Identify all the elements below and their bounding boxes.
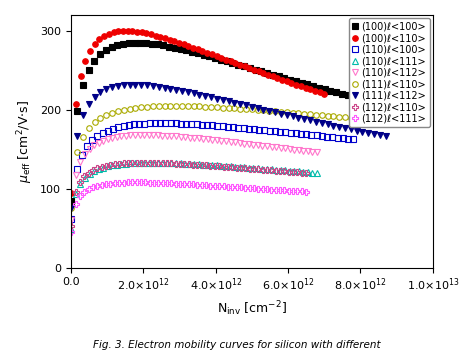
(100)ℓ<100> xyxy=(350,95,356,99)
(110)ℓ<112> xyxy=(96,141,101,145)
(111)ℓ<110> xyxy=(127,106,132,111)
(112)ℓ<110> xyxy=(69,224,74,228)
(112)ℓ<110> xyxy=(299,171,305,175)
(111)ℓ<112> xyxy=(191,91,196,95)
(112)ℓ<111> xyxy=(160,181,165,185)
(110)ℓ<112> xyxy=(114,135,120,139)
Legend: (100)ℓ<100>, (100)ℓ<110>, (110)ℓ<100>, (110)ℓ<111>, (110)ℓ<112>, (111)ℓ<110>, (1: (100)ℓ<100>, (100)ℓ<110>, (110)ℓ<100>, (… xyxy=(348,18,430,127)
(100)ℓ<100> xyxy=(374,101,379,105)
(111)ℓ<112> xyxy=(69,206,74,211)
(111)ℓ<110> xyxy=(383,119,389,123)
(100)ℓ<110> xyxy=(167,38,173,42)
Line: (112)ℓ<111>: (112)ℓ<111> xyxy=(69,180,309,235)
Line: (111)ℓ<110>: (111)ℓ<110> xyxy=(69,103,389,211)
(110)ℓ<111> xyxy=(114,162,120,167)
(100)ℓ<110> xyxy=(69,191,74,195)
(110)ℓ<111> xyxy=(69,227,74,231)
(111)ℓ<110> xyxy=(103,113,109,117)
(110)ℓ<111> xyxy=(310,170,315,175)
(110)ℓ<111> xyxy=(96,167,101,171)
(110)ℓ<112> xyxy=(164,134,170,138)
(110)ℓ<100> xyxy=(121,124,127,128)
(110)ℓ<112> xyxy=(314,150,320,154)
(100)ℓ<110> xyxy=(97,37,102,41)
(111)ℓ<112> xyxy=(383,134,389,139)
(111)ℓ<112> xyxy=(377,133,383,138)
(100)ℓ<110> xyxy=(115,29,121,33)
(111)ℓ<110> xyxy=(69,206,74,210)
(112)ℓ<111> xyxy=(69,230,74,234)
(100)ℓ<100> xyxy=(126,41,132,45)
(100)ℓ<110> xyxy=(317,90,322,94)
Line: (100)ℓ<110>: (100)ℓ<110> xyxy=(69,28,327,196)
(112)ℓ<111> xyxy=(299,189,305,194)
Line: (110)ℓ<112>: (110)ℓ<112> xyxy=(69,132,320,223)
(110)ℓ<111> xyxy=(292,169,297,173)
(111)ℓ<110> xyxy=(191,104,196,108)
(110)ℓ<100> xyxy=(324,134,330,139)
(112)ℓ<111> xyxy=(303,190,309,194)
(100)ℓ<100> xyxy=(103,48,109,52)
(100)ℓ<100> xyxy=(379,102,385,106)
(110)ℓ<111> xyxy=(314,171,320,175)
(112)ℓ<111> xyxy=(134,180,139,184)
(112)ℓ<111> xyxy=(112,181,118,185)
(100)ℓ<100> xyxy=(149,42,155,46)
Line: (110)ℓ<100>: (110)ℓ<100> xyxy=(69,120,356,222)
(100)ℓ<110> xyxy=(321,92,327,96)
(112)ℓ<110> xyxy=(125,161,131,165)
(110)ℓ<100> xyxy=(345,136,351,141)
(100)ℓ<110> xyxy=(125,29,130,33)
Line: (110)ℓ<111>: (110)ℓ<111> xyxy=(69,160,320,232)
(110)ℓ<111> xyxy=(164,161,170,165)
(110)ℓ<112> xyxy=(69,218,74,223)
(111)ℓ<112> xyxy=(103,87,109,91)
(111)ℓ<110> xyxy=(354,116,359,120)
(111)ℓ<112> xyxy=(127,82,132,86)
(100)ℓ<100> xyxy=(69,199,74,203)
(110)ℓ<100> xyxy=(69,217,74,221)
(112)ℓ<110> xyxy=(95,166,100,170)
(100)ℓ<100> xyxy=(132,41,137,45)
X-axis label: N$_{\mathrm{inv}}$ [cm$^{-2}$]: N$_{\mathrm{inv}}$ [cm$^{-2}$] xyxy=(217,299,287,317)
(112)ℓ<111> xyxy=(125,180,131,184)
(110)ℓ<100> xyxy=(350,137,356,141)
(111)ℓ<112> xyxy=(133,82,138,86)
Text: Fig. 3. Electron mobility curves for silicon with different: Fig. 3. Electron mobility curves for sil… xyxy=(93,340,381,350)
(112)ℓ<110> xyxy=(112,162,118,166)
(112)ℓ<110> xyxy=(142,161,148,165)
(111)ℓ<110> xyxy=(144,105,150,109)
Line: (100)ℓ<100>: (100)ℓ<100> xyxy=(69,40,385,204)
(112)ℓ<111> xyxy=(282,188,287,193)
(110)ℓ<112> xyxy=(310,149,315,154)
(111)ℓ<110> xyxy=(167,104,173,108)
(112)ℓ<110> xyxy=(160,161,165,165)
(110)ℓ<111> xyxy=(128,161,133,165)
Y-axis label: $\mu_{\mathrm{eff}}$ [cm$^2$/V$\cdot$s]: $\mu_{\mathrm{eff}}$ [cm$^2$/V$\cdot$s] xyxy=(15,100,35,183)
(110)ℓ<111> xyxy=(146,161,152,165)
(112)ℓ<110> xyxy=(303,171,309,175)
(110)ℓ<100> xyxy=(178,121,184,126)
(112)ℓ<111> xyxy=(95,184,100,188)
(112)ℓ<110> xyxy=(282,169,287,174)
(111)ℓ<112> xyxy=(354,128,359,133)
(100)ℓ<110> xyxy=(298,84,304,88)
(110)ℓ<112> xyxy=(141,133,147,137)
(110)ℓ<112> xyxy=(128,133,133,138)
(111)ℓ<112> xyxy=(150,84,156,88)
(100)ℓ<110> xyxy=(134,30,140,34)
(110)ℓ<112> xyxy=(292,147,297,152)
(110)ℓ<100> xyxy=(100,131,106,135)
Line: (112)ℓ<110>: (112)ℓ<110> xyxy=(69,160,309,229)
(110)ℓ<100> xyxy=(137,122,142,126)
(110)ℓ<100> xyxy=(157,121,163,125)
(111)ℓ<110> xyxy=(377,118,383,122)
Line: (111)ℓ<112>: (111)ℓ<112> xyxy=(69,82,389,211)
(100)ℓ<100> xyxy=(190,50,195,54)
